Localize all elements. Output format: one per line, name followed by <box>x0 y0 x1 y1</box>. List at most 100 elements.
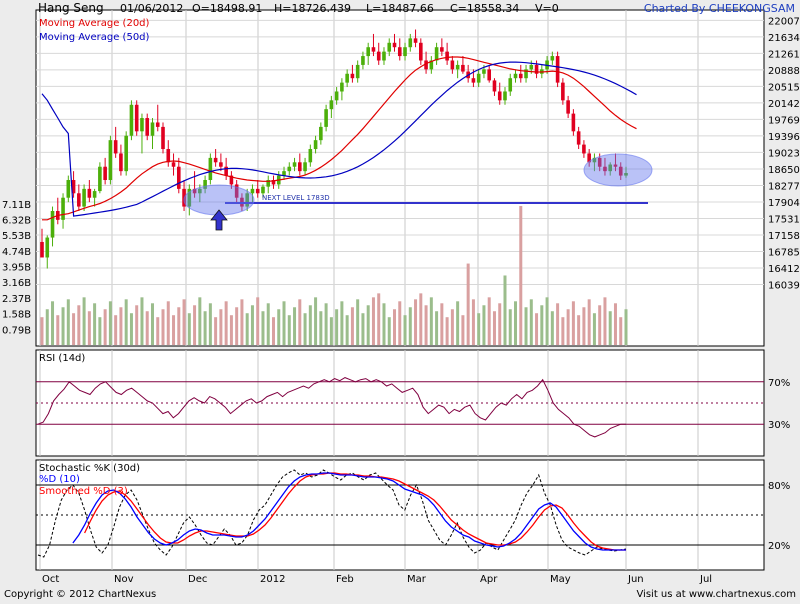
volume-tick-label: 6.32B <box>2 215 31 226</box>
candle-body <box>82 188 86 207</box>
volume-bar <box>51 301 55 345</box>
volume-tick-label: 3.16B <box>2 278 31 289</box>
legend-stoch-k: Stochastic %K (30d) <box>39 463 140 474</box>
volume-bar <box>403 315 407 345</box>
candle-body <box>66 180 71 198</box>
volume-bar <box>308 305 312 345</box>
volume-bar <box>182 299 186 345</box>
candle-body <box>255 188 260 194</box>
volume-bar <box>261 311 265 345</box>
rsi-tick-label: 70% <box>768 378 790 389</box>
x-tick-label: Feb <box>336 574 354 585</box>
candle-body <box>282 171 286 176</box>
volume-bar <box>214 317 218 345</box>
candle-body <box>445 51 449 61</box>
volume-bar <box>540 305 544 345</box>
volume-tick-label: 4.74B <box>2 247 31 258</box>
candle-body <box>450 60 455 70</box>
volume-bar <box>108 301 112 345</box>
volume-bar <box>40 317 44 345</box>
volume-bar <box>172 315 176 345</box>
volume-bar <box>72 313 76 345</box>
volume-bar <box>140 297 144 345</box>
volume-tick-label: 0.79B <box>2 325 31 336</box>
candle-body <box>198 188 202 194</box>
volume-bar <box>93 303 97 345</box>
price-tick-label: 17158 <box>768 231 800 242</box>
candle-body <box>176 166 181 189</box>
candle-body <box>555 56 560 83</box>
volume-tick-label: 2.37B <box>2 294 31 305</box>
price-tick-label: 17531 <box>768 214 800 225</box>
volume-bar <box>398 301 402 345</box>
price-tick-label: 20515 <box>768 82 800 93</box>
volume-tick-label: 1.58B <box>2 310 31 321</box>
volume-bar <box>271 317 275 345</box>
candle-body <box>603 166 607 172</box>
candle-body <box>345 73 349 83</box>
volume-bar <box>293 307 297 345</box>
volume-bar <box>566 309 570 345</box>
volume-bar <box>519 205 523 345</box>
volume-bar <box>124 299 128 345</box>
candle-body <box>292 162 297 167</box>
candle-body <box>482 69 486 74</box>
candle-body <box>429 60 434 70</box>
candle-body <box>397 47 402 57</box>
volume-bar <box>145 311 149 345</box>
annotation-label: NEXT LEVEL 1783D <box>262 194 330 202</box>
volume-bar <box>303 313 307 345</box>
candle-body <box>119 153 123 172</box>
volume-bar <box>371 297 375 345</box>
stoch-d-line <box>72 472 626 551</box>
x-tick-label: Jun <box>627 574 644 585</box>
candle-body <box>266 180 271 187</box>
legend-ma50: Moving Average (50d) <box>39 32 150 43</box>
legend-stoch-smooth: Smoothed %D (3) <box>39 486 128 497</box>
candle-body <box>98 166 102 192</box>
candle-body <box>224 166 228 176</box>
stoch-k-line <box>37 469 627 558</box>
candle-body <box>92 191 97 198</box>
candle-body <box>387 42 392 52</box>
volume-bar <box>177 307 181 345</box>
candle-body <box>571 113 576 132</box>
footer-copyright: Copyright © 2012 ChartNexus <box>4 589 156 600</box>
volume-bar <box>245 313 249 345</box>
price-tick-label: 20888 <box>768 66 800 77</box>
price-tick-label: 18650 <box>768 165 800 176</box>
candle-body <box>592 157 597 163</box>
volume-bar <box>266 303 270 345</box>
candle-body <box>392 42 397 48</box>
volume-bar <box>492 311 496 345</box>
ma50-line <box>41 61 637 217</box>
candle-body <box>497 91 502 101</box>
stochastic-panel <box>35 459 765 571</box>
candle-body <box>440 47 444 52</box>
candle-body <box>534 64 539 74</box>
candle-body <box>487 69 492 81</box>
candle-body <box>45 237 50 258</box>
candle-body <box>303 162 307 172</box>
volume-bar <box>561 317 565 345</box>
candle-body <box>503 91 507 101</box>
header-close: C=18558.34 <box>450 2 519 15</box>
volume-bar <box>350 307 354 345</box>
highlight-ellipse-right <box>583 153 653 187</box>
volume-bar <box>414 299 418 345</box>
price-tick-label: 16785 <box>768 247 800 258</box>
x-tick-label: Mar <box>407 574 427 585</box>
volume-bar <box>419 293 423 345</box>
volume-bar <box>319 311 323 345</box>
candle-body <box>576 131 581 145</box>
volume-bar <box>250 305 254 345</box>
legend-ma20: Moving Average (20d) <box>39 18 150 29</box>
candle-body <box>87 188 92 198</box>
candle-body <box>371 47 376 52</box>
candle-body <box>229 175 234 185</box>
x-tick-label: Apr <box>480 574 498 585</box>
volume-bar <box>208 303 212 345</box>
header-low: L=18487.66 <box>366 2 434 15</box>
